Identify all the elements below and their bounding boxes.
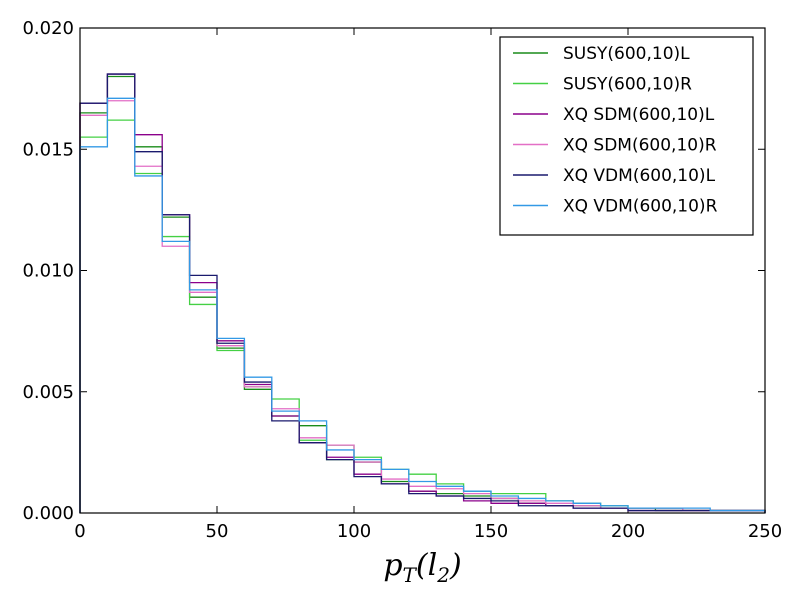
x-tick-label: 200 [611,521,645,542]
series-line-6 [79,97,766,513]
x-axis-label-part-2: T [403,563,418,587]
legend: SUSY(600,10)L SUSY(600,10)R XQ SDM(600,10)… [499,36,754,236]
legend-label-4: XQ SDM(600,10)R [563,136,717,156]
tick-labels: 0 50 100 150 200 250 0.000 0.005 0.010 0.015 0.020 [22,18,782,542]
series-line-5 [79,73,766,513]
legend-box [499,36,754,236]
x-axis-label-part-5: ) [449,548,462,583]
x-tick-label: 250 [748,521,782,542]
x-tick-label: 150 [474,521,508,542]
y-tick-label: 0.020 [22,18,74,39]
x-axis-label-part-3: (l [416,548,437,583]
legend-label-2: SUSY(600,10)R [563,75,692,95]
y-tick-label: 0.010 [22,261,74,282]
legend-label-1: SUSY(600,10)L [563,44,690,64]
y-tick-label: 0.015 [22,139,74,160]
x-tick-label: 50 [206,521,229,542]
y-tick-label: 0.000 [22,503,74,524]
x-axis-label: pT(l2) [383,548,461,587]
plot-frame [79,27,766,514]
series-lines [79,73,766,513]
x-tick-label: 0 [74,521,85,542]
x-tick-label: 100 [337,521,371,542]
x-axis-label-part-4: 2 [436,563,450,587]
legend-label-3: XQ SDM(600,10)L [563,105,715,125]
legend-label-5: XQ VDM(600,10)L [563,166,716,186]
legend-label-6: XQ VDM(600,10)R [563,197,718,217]
y-tick-label: 0.005 [22,382,74,403]
x-axis-label-part-1: p [383,548,402,583]
